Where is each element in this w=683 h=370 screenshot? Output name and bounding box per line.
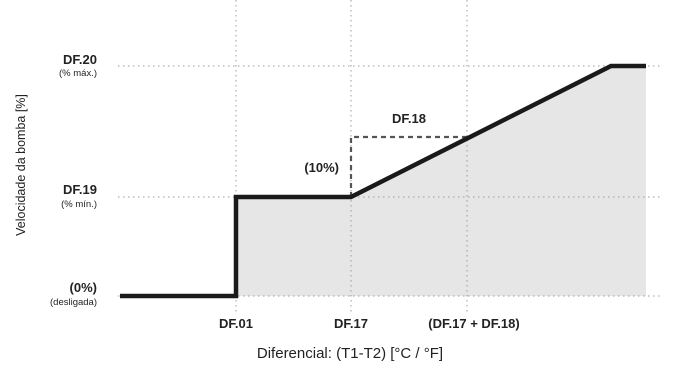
- df18-span-label: DF.18: [392, 111, 426, 126]
- x-axis-label: Diferencial: (T1-T2) [°C / °F]: [257, 345, 443, 362]
- speed-curve: [120, 63, 646, 299]
- y-level-max-label: DF.20: [63, 52, 97, 67]
- y-axis-label: Velocidade da bomba [%]: [14, 94, 28, 236]
- x-tick-df17-df18: (DF.17 + DF.18): [428, 316, 519, 331]
- y-level-off-sublabel: (desligada): [50, 297, 97, 308]
- x-tick-df17: DF.17: [334, 316, 368, 331]
- y-level-min-label: DF.19: [63, 182, 97, 197]
- y-level-max-sublabel: (% máx.): [59, 68, 97, 79]
- df18-dashed-bracket: [349, 135, 467, 197]
- step-percent-label: (10%): [304, 160, 339, 175]
- x-tick-df01: DF.01: [219, 316, 253, 331]
- y-level-off-label: (0%): [70, 280, 97, 295]
- y-level-min-sublabel: (% mín.): [61, 199, 97, 210]
